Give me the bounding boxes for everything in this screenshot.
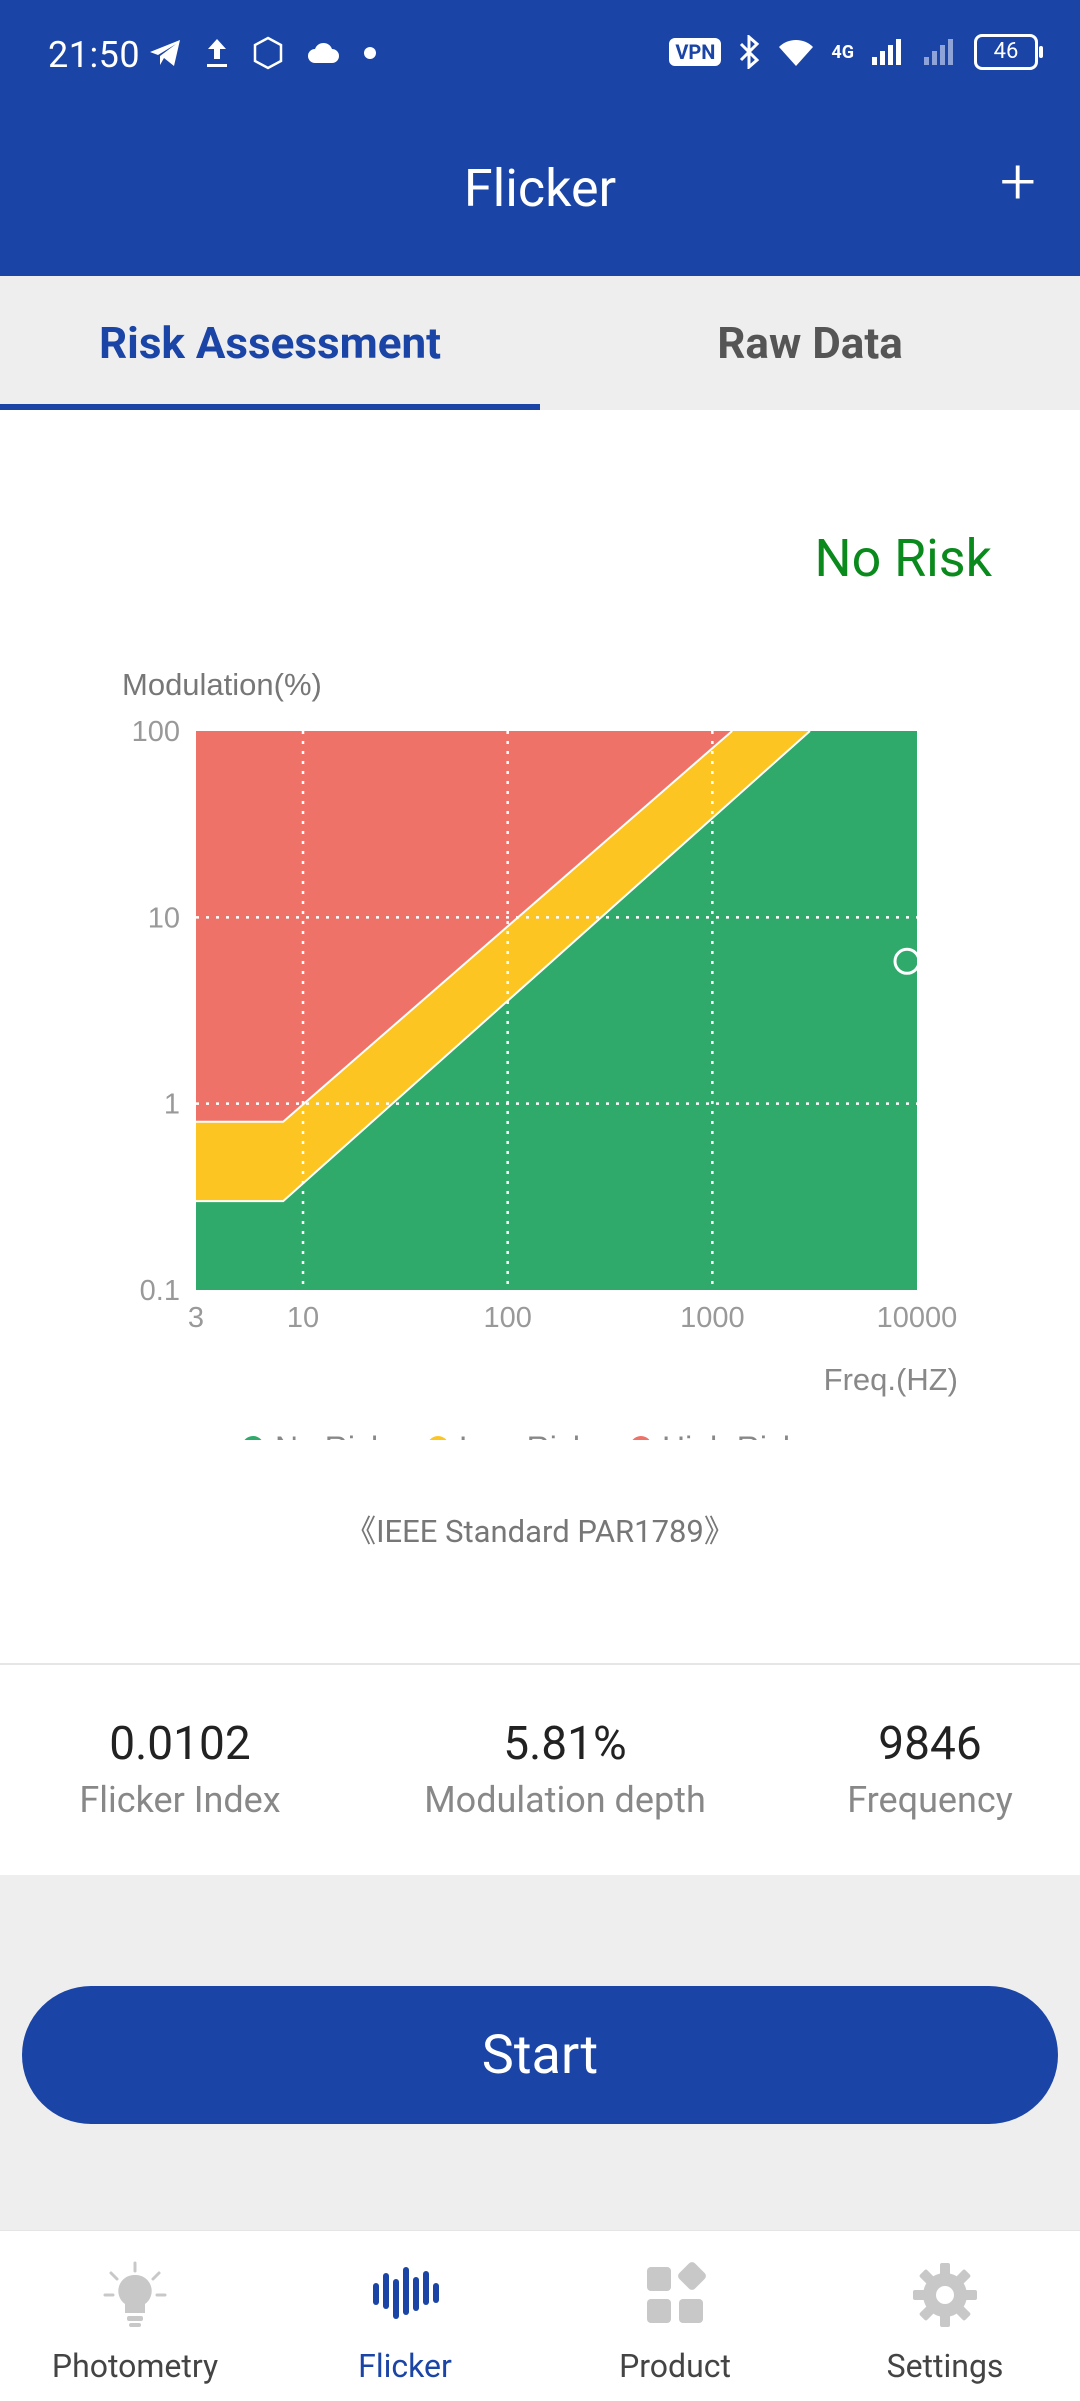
signal-weak-icon: [924, 39, 953, 65]
plus-icon[interactable]: +: [999, 144, 1036, 219]
legend-label-low-risk: Low Risk: [459, 1430, 590, 1440]
x-tick-label: 10000: [877, 1302, 958, 1334]
nav-label: Product: [619, 2347, 731, 2385]
stat-value: 5.81%: [503, 1717, 627, 1771]
tab-bar: Risk Assessment Raw Data: [0, 276, 1080, 410]
start-button[interactable]: Start: [22, 1986, 1058, 2124]
network-type: 4G: [831, 41, 854, 63]
y-tick-label: 100: [132, 716, 180, 748]
standard-reference: 《IEEE Standard PAR1789》: [345, 1513, 735, 1550]
bluetooth-icon: [740, 35, 760, 69]
stat-flicker-index: 0.0102 Flicker Index: [40, 1717, 320, 1821]
stat-value: 9846: [878, 1717, 982, 1771]
risk-result-label: No Risk: [814, 528, 992, 589]
shield-badge-icon: [253, 36, 283, 70]
legend-swatch-no-risk: [244, 1436, 262, 1440]
status-system-icons: VPN 4G 46: [669, 34, 1043, 70]
stat-modulation-depth: 5.81% Modulation depth: [390, 1717, 740, 1821]
x-tick-label: 10: [287, 1302, 319, 1334]
x-tick-label: 100: [483, 1302, 531, 1334]
region-no-risk: [196, 731, 917, 1290]
battery-indicator: 46: [974, 34, 1043, 70]
page-title: Flicker: [463, 158, 617, 219]
gear-icon: [913, 2263, 977, 2327]
stat-frequency: 9846 Frequency: [810, 1717, 1050, 1821]
tab-raw-data[interactable]: Raw Data: [717, 317, 903, 369]
status-notification-icons: [148, 36, 378, 70]
wifi-icon: [779, 39, 814, 66]
stat-label: Flicker Index: [79, 1779, 281, 1821]
nav-item-flicker[interactable]: Flicker: [270, 2231, 540, 2401]
vpn-badge: VPN: [669, 38, 722, 66]
nav-label: Flicker: [358, 2347, 452, 2385]
divider: [0, 1663, 1080, 1665]
nav-label: Settings: [886, 2347, 1004, 2385]
signal-icon: [872, 39, 901, 65]
bottom-navigation: Photometry Flicker Product: [0, 2230, 1080, 2401]
stat-label: Modulation depth: [424, 1779, 706, 1821]
telegram-icon: [150, 40, 180, 66]
y-tick-label: 0.1: [140, 1275, 180, 1307]
lightbulb-icon: [103, 2261, 167, 2327]
dot-icon: [364, 47, 376, 59]
measurement-point: [893, 947, 921, 975]
tab-risk-assessment[interactable]: Risk Assessment: [0, 276, 540, 410]
y-tick-label: 10: [148, 902, 180, 934]
legend-label-no-risk: No Risk: [275, 1430, 388, 1440]
app-header: 21:50 VPN 4G 46 Flicker +: [0, 0, 1080, 276]
nav-label: Photometry: [51, 2347, 219, 2385]
x-tick-label: 3: [188, 1302, 204, 1334]
nav-item-product[interactable]: Product: [540, 2231, 810, 2401]
stat-label: Frequency: [847, 1779, 1013, 1821]
legend-swatch-high-risk: [632, 1436, 650, 1440]
grid-shapes-icon: [647, 2262, 706, 2323]
chart-xlabel: Freq.(HZ): [824, 1362, 958, 1397]
boundary-low-risk: [196, 730, 733, 1123]
boundary-no-risk: [196, 730, 811, 1203]
chart-ylabel: Modulation(%): [122, 667, 322, 702]
flicker-risk-chart: Modulation(%) 3 10 100 1000 10000 100 10 1 0.1 F…: [122, 667, 958, 1440]
status-time: 21:50: [48, 34, 141, 76]
measurement-stats: 0.0102 Flicker Index 5.81% Modulation de…: [0, 1665, 1080, 1875]
upload-icon: [207, 39, 227, 67]
nav-item-photometry[interactable]: Photometry: [0, 2231, 270, 2401]
x-tick-label: 1000: [680, 1302, 745, 1334]
y-tick-label: 1: [164, 1089, 180, 1121]
status-bar: 21:50 VPN 4G 46: [0, 0, 1080, 115]
nav-item-settings[interactable]: Settings: [810, 2231, 1080, 2401]
cloud-icon: [308, 42, 339, 63]
waveform-icon: [373, 2267, 439, 2319]
legend-swatch-low-risk: [429, 1436, 447, 1440]
stat-value: 0.0102: [109, 1717, 251, 1771]
legend-label-high-risk: High Risk: [662, 1430, 800, 1440]
chart-legend: No Risk Low Risk High Risk: [244, 1430, 800, 1440]
